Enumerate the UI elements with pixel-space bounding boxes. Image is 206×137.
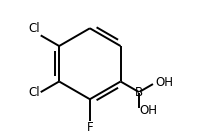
Text: B: B [135, 86, 143, 99]
Text: Cl: Cl [28, 22, 40, 35]
Text: OH: OH [155, 76, 173, 89]
Text: Cl: Cl [28, 86, 40, 99]
Text: OH: OH [140, 104, 158, 117]
Text: F: F [87, 121, 93, 134]
